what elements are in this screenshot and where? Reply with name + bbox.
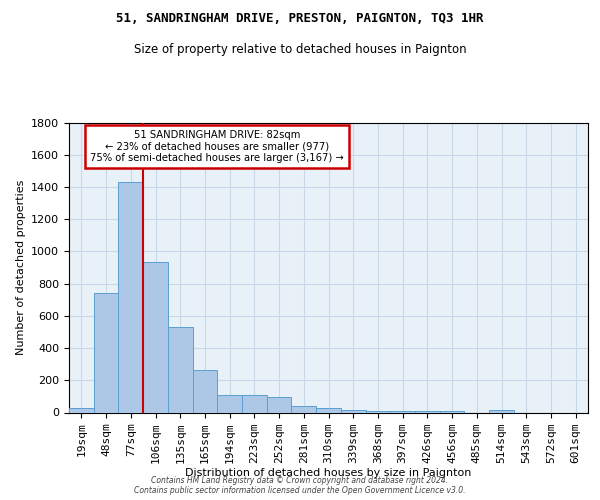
Bar xyxy=(390,411,415,412)
Bar xyxy=(292,406,316,412)
Bar xyxy=(341,410,365,412)
Text: Contains HM Land Registry data © Crown copyright and database right 2024.
Contai: Contains HM Land Registry data © Crown c… xyxy=(134,476,466,495)
Text: 51 SANDRINGHAM DRIVE: 82sqm
← 23% of detached houses are smaller (977)
75% of se: 51 SANDRINGHAM DRIVE: 82sqm ← 23% of det… xyxy=(91,130,344,164)
Bar xyxy=(118,182,143,412)
Bar xyxy=(193,370,217,412)
Bar xyxy=(415,411,440,412)
Text: 51, SANDRINGHAM DRIVE, PRESTON, PAIGNTON, TQ3 1HR: 51, SANDRINGHAM DRIVE, PRESTON, PAIGNTON… xyxy=(116,12,484,26)
Text: Size of property relative to detached houses in Paignton: Size of property relative to detached ho… xyxy=(134,42,466,56)
Y-axis label: Number of detached properties: Number of detached properties xyxy=(16,180,26,355)
Bar xyxy=(168,327,193,412)
Bar xyxy=(94,294,118,412)
Bar xyxy=(267,397,292,412)
Bar xyxy=(316,408,341,412)
Bar xyxy=(217,395,242,412)
Bar xyxy=(242,395,267,412)
Bar xyxy=(489,410,514,412)
Bar xyxy=(440,411,464,412)
Bar xyxy=(143,262,168,412)
Bar xyxy=(365,411,390,412)
Bar xyxy=(69,408,94,412)
X-axis label: Distribution of detached houses by size in Paignton: Distribution of detached houses by size … xyxy=(185,468,472,478)
